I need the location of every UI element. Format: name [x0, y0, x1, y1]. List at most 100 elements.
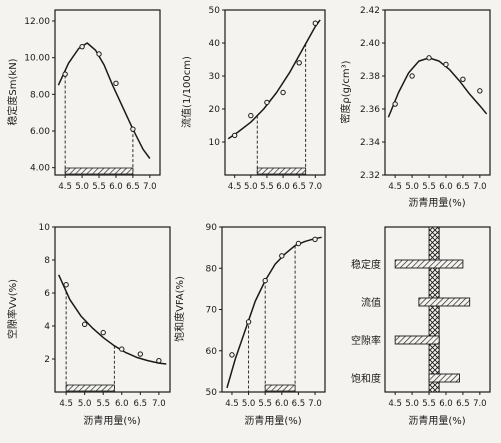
chart-density: 密度ρ(g/cm³) 沥青用量(%) 2.32 2.34 2.36 2.38 2.40 2… [339, 6, 491, 209]
data-point [312, 20, 319, 26]
data-point [79, 43, 85, 50]
x-tick-label: 5.5 [422, 182, 436, 192]
x-tick-label: 5.0 [405, 399, 419, 409]
data-point [280, 89, 286, 96]
y-tick-label: 80 [206, 264, 218, 274]
y-tick-label: 70 [206, 306, 218, 316]
x-tick-label: 6.0 [115, 399, 129, 409]
data-point [295, 240, 302, 247]
y-tick-label: 2 [44, 355, 50, 365]
chart-stability: 稳定度Sm(kN) 4.00 6.00 8.00 10.00 12.00 4.5 5.0 5.… [6, 9, 161, 192]
x-tick-label: 6.0 [275, 399, 289, 409]
y-tick-label: 30 [209, 72, 221, 82]
range-bar [394, 259, 464, 269]
plot-frame [224, 9, 326, 176]
y-tick-label: 6 [44, 289, 50, 299]
data-point [248, 112, 254, 119]
y-axis-label: 饱和度VFA(%) [173, 276, 186, 342]
plot-frame [54, 9, 161, 176]
plot-frame [221, 226, 326, 393]
chart-flow: 流值(1/100cm) 10 20 30 40 50 4.5 5.0 5.5 6.0 6.5 7.0 [180, 6, 326, 192]
y-axis-label: 稳定度Sm(kN) [6, 58, 19, 125]
y-tick-label: 2.36 [360, 105, 380, 115]
y-tick-label: 40 [209, 39, 221, 49]
x-tick-label: 6.5 [292, 399, 306, 409]
fitted-curve [387, 57, 488, 118]
optimum-range-bar [64, 167, 134, 175]
x-tick-label: 6.5 [292, 182, 306, 192]
range-bar [394, 335, 440, 345]
data-point [137, 351, 144, 357]
x-axis-label: 沥青用量(%) [408, 196, 465, 209]
data-point [62, 71, 68, 77]
x-tick-label: 4.5 [58, 182, 72, 192]
y-tick-label: 10 [39, 223, 51, 233]
data-point [81, 321, 88, 328]
category-label: 饱和度 [351, 372, 381, 385]
y-tick-label: 50 [206, 388, 218, 398]
data-point [426, 55, 432, 61]
x-tick-label: 6.0 [276, 182, 290, 192]
plot-frame [54, 226, 171, 393]
y-axis-label: 密度ρ(g/cm³) [339, 60, 352, 123]
data-point [156, 357, 162, 364]
fitted-curve [58, 274, 167, 365]
x-tick-label: 5.0 [244, 182, 258, 192]
data-point [113, 80, 119, 87]
x-tick-label: 5.0 [75, 182, 89, 192]
x-tick-label: 7.0 [473, 399, 487, 409]
x-tick-label: 5.0 [405, 182, 419, 192]
data-point [63, 282, 69, 288]
y-axis-label: 流值(1/100cm) [180, 56, 193, 128]
y-tick-label: 50 [209, 6, 221, 16]
x-tick-label: 7.0 [143, 182, 157, 192]
data-point [409, 73, 415, 79]
data-point [245, 319, 252, 325]
x-tick-label: 7.0 [309, 182, 323, 192]
x-tick-label: 5.0 [242, 399, 256, 409]
y-tick-label: 10 [209, 138, 221, 148]
category-label: 空隙率 [351, 334, 381, 347]
data-point [296, 60, 302, 66]
optimum-range-bar [256, 167, 307, 175]
data-point [96, 51, 102, 57]
fitted-curve [226, 236, 322, 389]
y-tick-label: 2.42 [360, 6, 380, 16]
category-label: 稳定度 [351, 258, 381, 271]
x-tick-label: 5.5 [92, 182, 106, 192]
common-range-band [428, 226, 440, 393]
x-axis-label: 沥青用量(%) [83, 414, 140, 427]
fitted-curve [57, 42, 151, 159]
range-bar [428, 373, 460, 383]
x-tick-label: 7.0 [473, 182, 487, 192]
y-tick-label: 6.00 [30, 127, 50, 137]
y-tick-label: 60 [206, 347, 218, 357]
x-axis-label: 沥青用量(%) [244, 414, 301, 427]
category-label: 流值 [361, 296, 381, 309]
y-tick-label: 90 [206, 223, 218, 233]
x-tick-label: 5.5 [422, 399, 436, 409]
y-tick-label: 20 [209, 105, 221, 115]
x-axis-label: 沥青用量(%) [408, 414, 465, 427]
x-tick-label: 4.5 [228, 182, 242, 192]
fitted-curve [227, 19, 321, 140]
x-tick-label: 5.5 [260, 182, 274, 192]
optimum-range-bar [65, 384, 115, 392]
x-tick-label: 4.5 [388, 182, 402, 192]
x-tick-label: 6.5 [456, 182, 470, 192]
y-tick-label: 2.34 [360, 138, 380, 148]
x-tick-label: 5.0 [78, 399, 92, 409]
y-tick-label: 2.40 [360, 39, 380, 49]
range-bar [418, 297, 471, 307]
y-axis-label: 空隙率Vv(%) [6, 279, 19, 339]
plot-frame [384, 9, 491, 176]
data-point [100, 329, 106, 336]
data-point [231, 132, 238, 139]
data-point [392, 101, 398, 107]
y-tick-label: 8 [44, 256, 50, 266]
chart-voids: 空隙率Vv(%) 沥青用量(%) 2 4 6 8 10 4.5 5.0 5.5 6.0 6.5 7.… [6, 223, 171, 427]
data-point [460, 76, 466, 83]
data-point [229, 352, 235, 358]
x-tick-label: 4.5 [59, 399, 73, 409]
